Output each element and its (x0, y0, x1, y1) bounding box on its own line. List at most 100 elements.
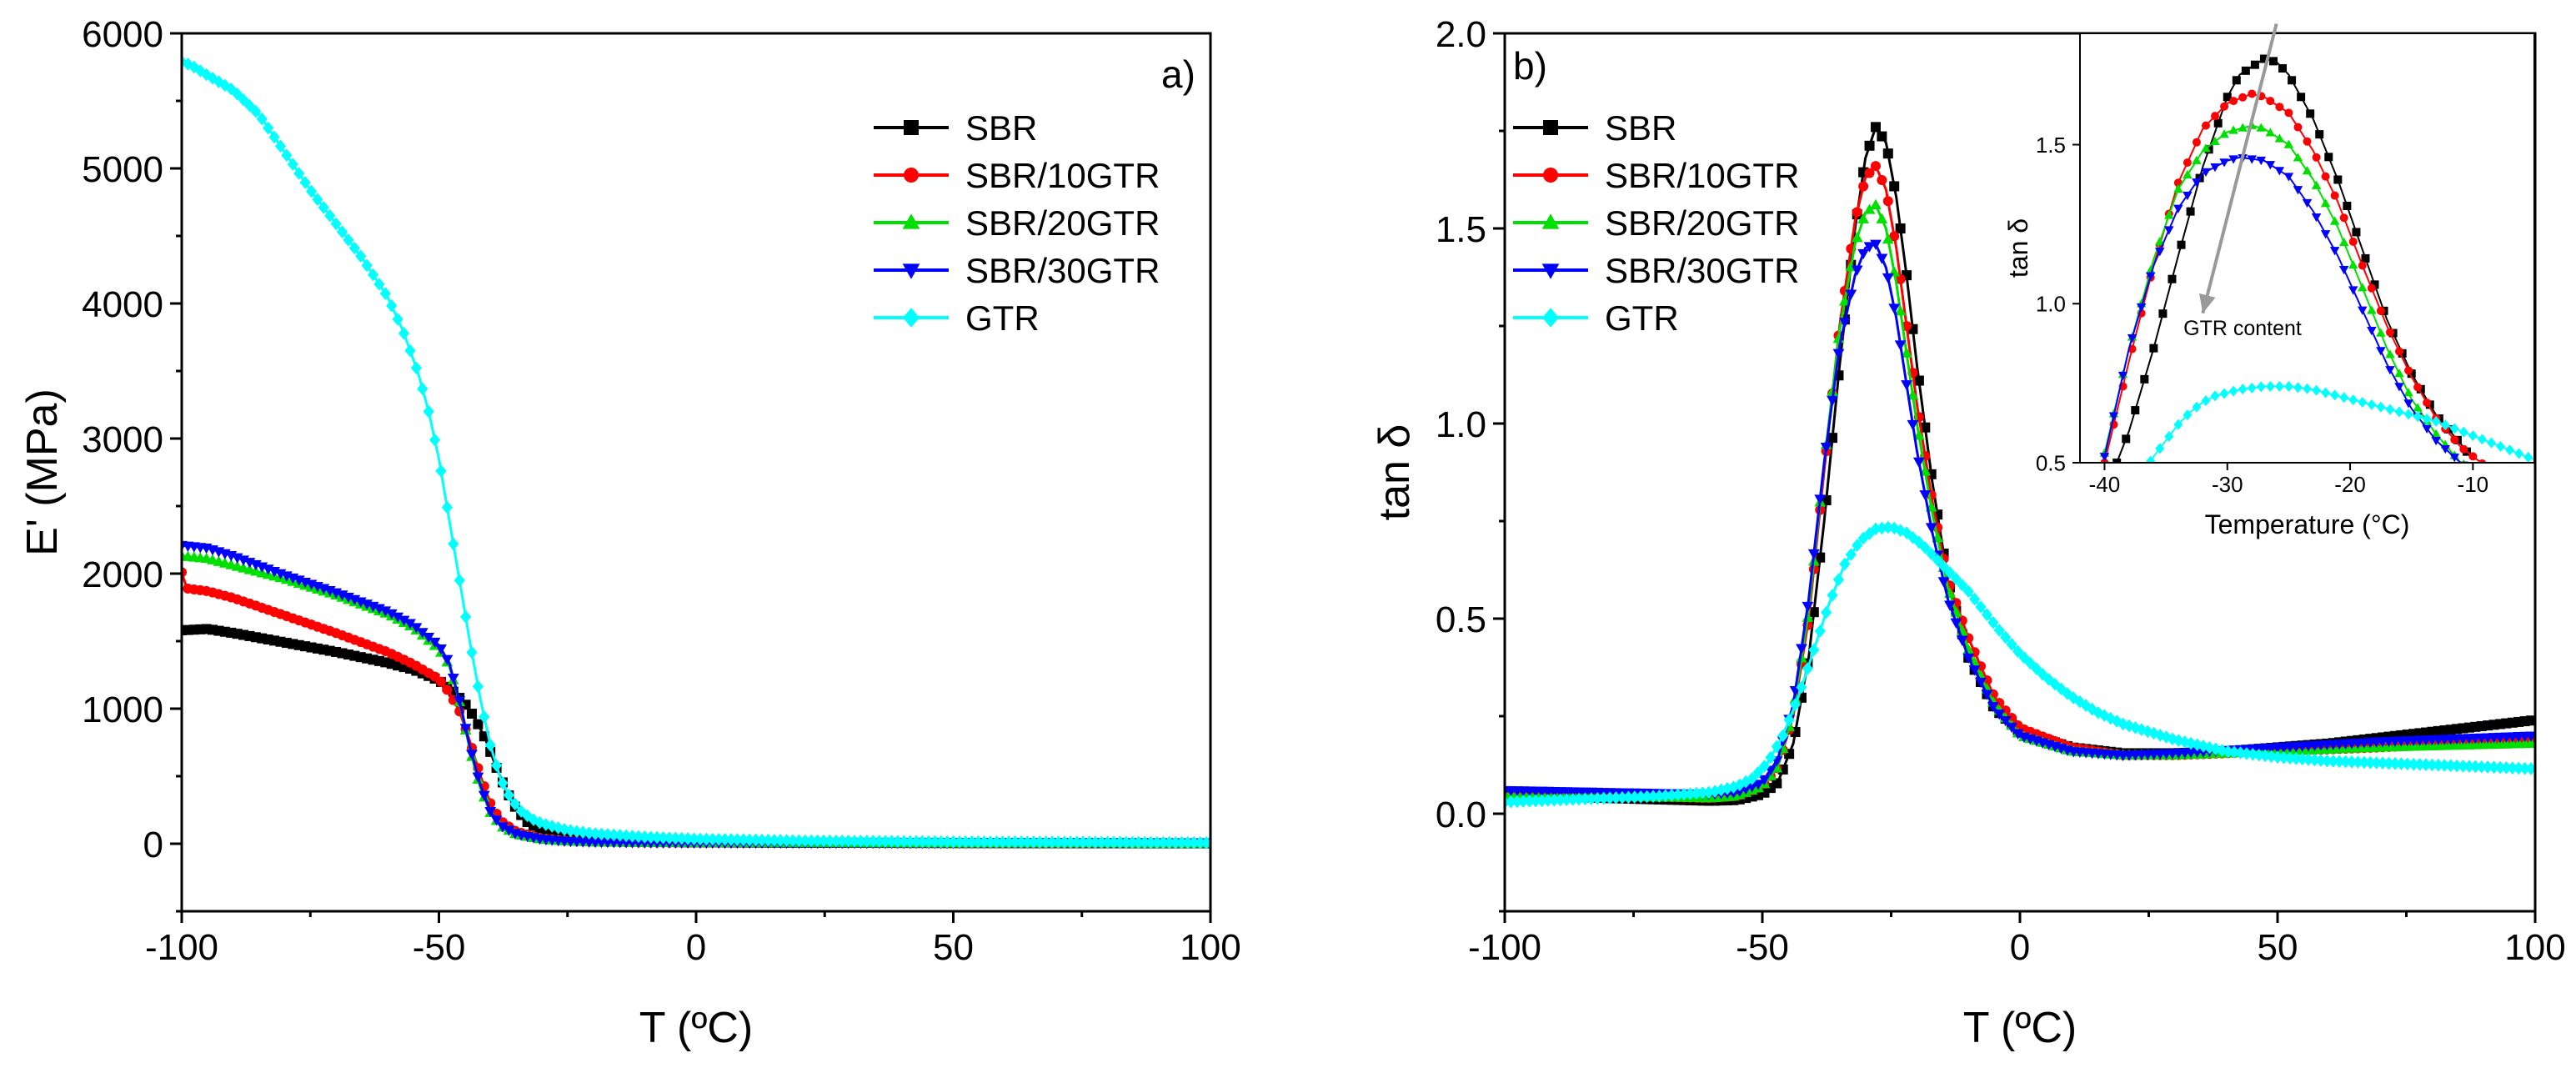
inset-point-sbr-10gtr (2404, 366, 2413, 375)
panel-b-legend-marker (1541, 213, 1560, 229)
panel-b-point-gtr (2469, 760, 2481, 774)
panel-b-point-gtr (1517, 795, 1529, 808)
panel-a-point-gtr (898, 835, 910, 849)
panel-a-xtick-label: -50 (413, 927, 466, 968)
panel-a-line-sbr-10gtr (182, 571, 1210, 845)
panel-b-point-sbr (1827, 433, 1838, 444)
panel-a-point-gtr (694, 832, 706, 846)
panel-b-point-sbr-30gtr (1832, 348, 1845, 359)
inset-plot-background (2080, 33, 2534, 463)
panel-a-point-gtr (398, 327, 410, 340)
panel-a-point-gtr (479, 709, 490, 724)
inset-point-sbr-30gtr (2283, 173, 2294, 182)
panel-b-point-gtr (2457, 760, 2469, 773)
panel-b-point-gtr (1758, 760, 1771, 773)
inset-point-sbr (2324, 153, 2333, 162)
panel-b-point-gtr (1987, 615, 1999, 629)
inset-xtick-label: -40 (2089, 472, 2121, 497)
panel-b-point-gtr (2513, 761, 2524, 775)
panel-a-point-gtr (274, 139, 287, 153)
panel-a-xtick-label: -100 (145, 927, 218, 968)
panel-a-point-gtr (263, 121, 274, 135)
panel-b-series-sbr-30gtr (1505, 239, 2535, 800)
panel-a-point-gtr (343, 233, 354, 247)
panel-b-point-sbr-20gtr (1876, 213, 1888, 223)
panel-b-point-sbr-30gtr (1851, 265, 1863, 276)
inset-point-sbr (2177, 240, 2186, 249)
panel-b-point-gtr (1641, 790, 1653, 804)
panel-a-point-gtr (1083, 835, 1095, 850)
panel-b-point-sbr-30gtr (1912, 457, 1925, 469)
panel-a-point-gtr (836, 834, 848, 848)
panel-b-point-sbr-10gtr (1877, 174, 1887, 185)
panel-b-ytick-label: 1.0 (1436, 404, 1486, 445)
inset-point-sbr-20gtr (2274, 133, 2285, 143)
panel-b-point-gtr (2402, 757, 2413, 771)
inset-point-sbr-30gtr (2145, 272, 2156, 281)
panel-b-point-gtr (1566, 793, 1579, 806)
panel-b-point-gtr (1542, 794, 1554, 807)
panel-b-point-gtr (2278, 750, 2290, 765)
panel-b-point-sbr-10gtr (1852, 207, 1862, 218)
panel-b-point-sbr-20gtr (1857, 213, 1870, 223)
panel-b-point-gtr (2358, 755, 2370, 770)
inset-point-sbr-20gtr (2238, 123, 2248, 132)
panel-b-point-gtr (1962, 584, 1974, 599)
panel-a-point-gtr (348, 241, 360, 255)
inset-point-sbr-30gtr (2311, 213, 2322, 223)
panel-a-point-sbr-30gtr (416, 628, 428, 639)
inset-point-sbr-20gtr (2210, 136, 2220, 145)
panel-b-legend-item-sbr-20gtr: SBR/20GTR (1513, 203, 1799, 243)
panel-a-point-gtr (503, 788, 515, 802)
panel-a-point-sbr-30gtr (379, 606, 392, 617)
panel-b-tan-delta: b) -100 -50 0 50 100 0.0 0.5 1.0 1.5 2.0 T (ºC) tan… (1371, 14, 2566, 1052)
panel-a-point-gtr (373, 278, 385, 291)
panel-a-point-gtr (392, 313, 403, 326)
inset-point-sbr-20gtr (2385, 349, 2395, 359)
inset-point-gtr (2274, 380, 2284, 392)
panel-a-point-sbr-10gtr (435, 676, 446, 687)
panel-b-point-gtr (1993, 624, 2005, 637)
panel-a-point-gtr (435, 464, 447, 478)
panel-a-point-sbr-30gtr (428, 637, 441, 649)
inset-point-sbr-30gtr (2099, 453, 2110, 462)
inset-point-sbr (2213, 118, 2223, 128)
panel-a-point-gtr (515, 805, 527, 818)
panel-a-point-gtr (830, 834, 842, 848)
inset-ytick-label: 0.5 (2036, 450, 2066, 475)
inset-point-sbr (2343, 201, 2352, 210)
panel-a-point-gtr (232, 87, 243, 101)
panel-b-point-sbr-30gtr (1752, 780, 1764, 790)
panel-b-point-sbr (1870, 122, 1881, 133)
panel-b-point-gtr (1505, 795, 1517, 809)
panel-b-point-gtr (2129, 721, 2142, 735)
panel-a-point-gtr (749, 833, 762, 847)
panel-a-point-gtr (805, 834, 817, 848)
inset-point-sbr (2352, 228, 2361, 237)
panel-b-point-sbr-30gtr (1944, 600, 1956, 611)
panel-a-point-gtr (645, 830, 657, 844)
inset-point-sbr-20gtr (2219, 129, 2229, 138)
panel-b-point-sbr-30gtr (1993, 709, 2006, 720)
inset-point-sbr-10gtr (2450, 435, 2459, 444)
inset-point-sbr (2288, 76, 2297, 85)
inset-point-sbr (2315, 130, 2324, 139)
panel-a-point-gtr (793, 834, 804, 848)
panel-a-point-gtr (1170, 835, 1181, 850)
panel-b-point-gtr (2265, 750, 2278, 764)
panel-a-point-gtr (700, 832, 712, 846)
panel-a-point-gtr (207, 71, 218, 85)
inset-point-gtr (2403, 409, 2413, 420)
annotation-text: GTR content (2183, 317, 2302, 340)
panel-b-point-gtr (2284, 751, 2296, 765)
panel-b-point-gtr (2259, 749, 2271, 763)
panel-a-point-gtr (379, 287, 391, 300)
panel-a-point-gtr (867, 835, 879, 848)
inset-point-gtr (2330, 389, 2340, 401)
panel-a-legend-item-sbr-20gtr: SBR/20GTR (874, 203, 1160, 243)
inset-point-sbr-30gtr (2348, 286, 2358, 295)
panel-a-point-gtr (744, 833, 755, 847)
panel-b-point-gtr (2395, 757, 2407, 770)
panel-a-point-gtr (238, 93, 249, 107)
inset-point-gtr (2505, 444, 2515, 456)
